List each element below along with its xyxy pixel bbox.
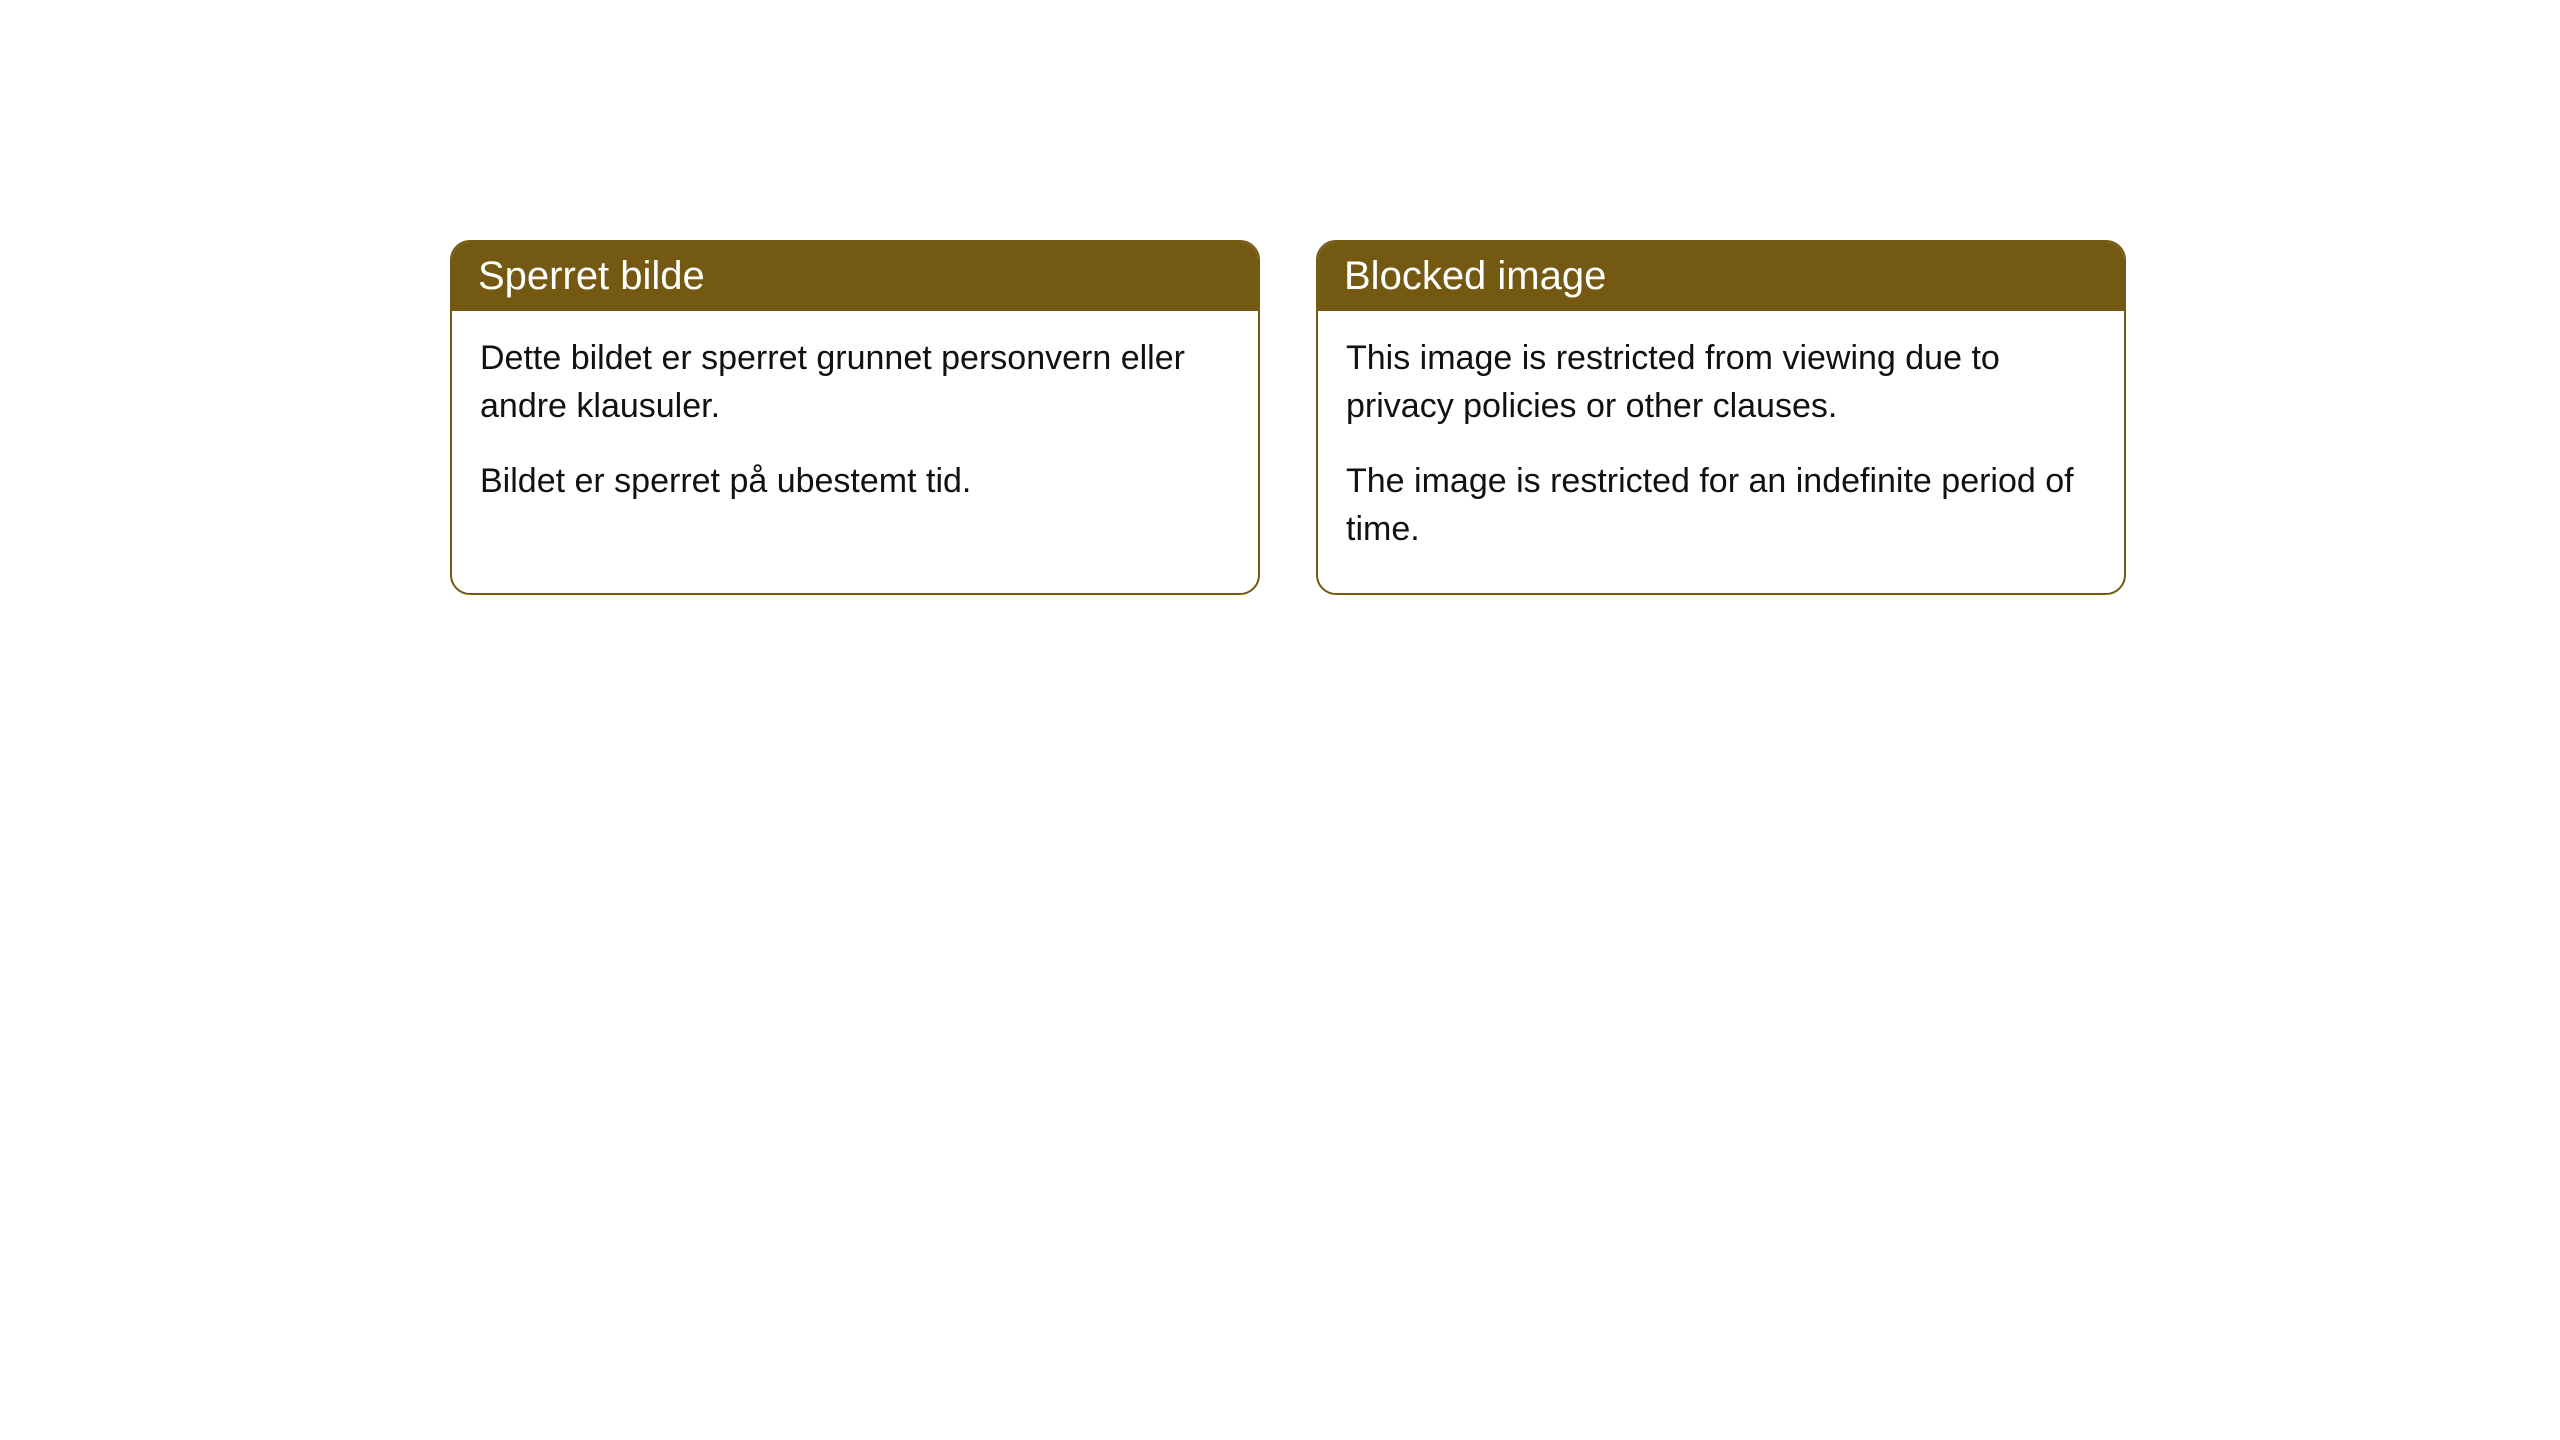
blocked-image-card-no: Sperret bilde Dette bildet er sperret gr… xyxy=(450,240,1260,595)
cards-container: Sperret bilde Dette bildet er sperret gr… xyxy=(0,0,2560,595)
card-para2-en: The image is restricted for an indefinit… xyxy=(1346,458,2096,553)
blocked-image-card-en: Blocked image This image is restricted f… xyxy=(1316,240,2126,595)
card-header-no: Sperret bilde xyxy=(452,242,1258,311)
card-header-en: Blocked image xyxy=(1318,242,2124,311)
card-para2-no: Bildet er sperret på ubestemt tid. xyxy=(480,458,1230,506)
card-para1-no: Dette bildet er sperret grunnet personve… xyxy=(480,335,1230,430)
card-para1-en: This image is restricted from viewing du… xyxy=(1346,335,2096,430)
card-body-en: This image is restricted from viewing du… xyxy=(1318,311,2124,593)
card-body-no: Dette bildet er sperret grunnet personve… xyxy=(452,311,1258,546)
